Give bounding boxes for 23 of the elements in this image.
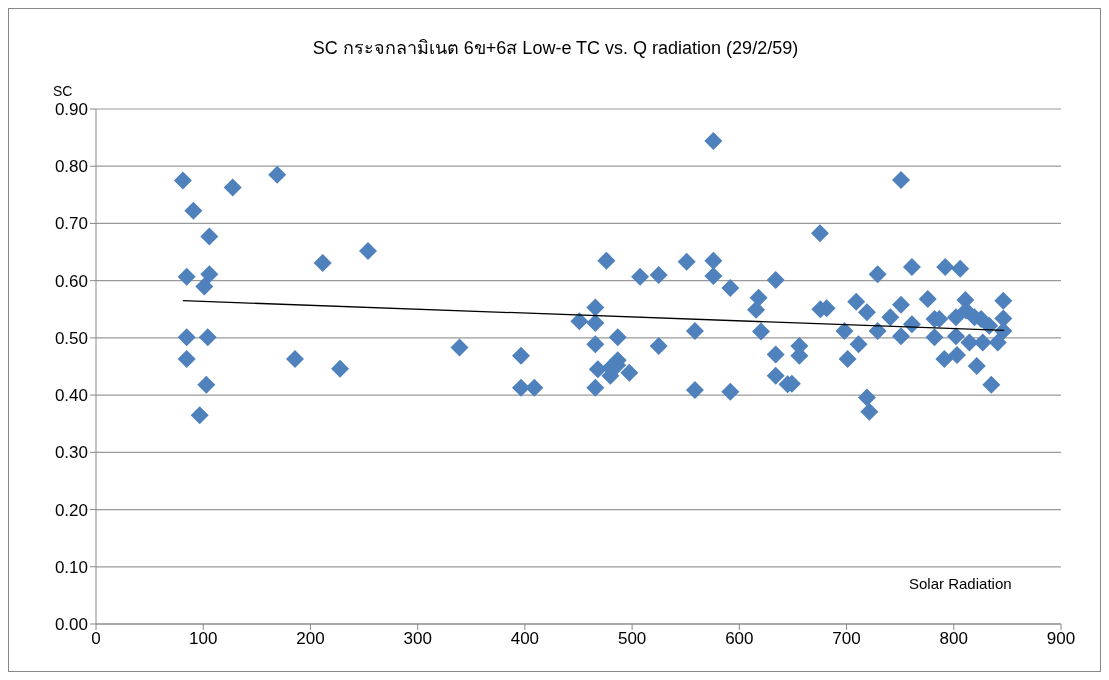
chart-title: SC กระจกลามิเนต 6ข+6ส Low-e TC vs. Q radiation (29/2/59) — [311, 37, 800, 60]
y-tick-label: 0.50 — [54, 328, 88, 348]
x-tick-label: 900 — [1046, 629, 1076, 649]
y-tick-label: 0.70 — [54, 214, 88, 234]
y-tick-label: 0.60 — [54, 271, 88, 291]
x-tick-label: 800 — [939, 629, 968, 649]
x-tick-label: 500 — [617, 629, 647, 649]
y-tick-label: 0.80 — [54, 157, 88, 177]
y-tick-label: 0.90 — [54, 100, 88, 120]
y-tick-label: 0.10 — [54, 557, 88, 577]
x-tick-label: 200 — [296, 629, 325, 649]
x-tick-label: 100 — [189, 629, 218, 649]
y-axis-title: SC — [53, 83, 73, 99]
x-tick-label: 300 — [403, 629, 432, 649]
x-tick-label: 600 — [725, 629, 754, 649]
x-tick-label: 700 — [832, 629, 861, 649]
x-tick-label: 0 — [91, 629, 101, 649]
x-axis-title: Solar Radiation — [909, 575, 1012, 592]
y-tick-label: 0.40 — [54, 386, 88, 406]
y-tick-label: 0.00 — [54, 615, 88, 635]
x-tick-label: 400 — [510, 629, 540, 649]
y-tick-label: 0.20 — [54, 500, 88, 520]
y-tick-label: 0.30 — [54, 443, 88, 463]
